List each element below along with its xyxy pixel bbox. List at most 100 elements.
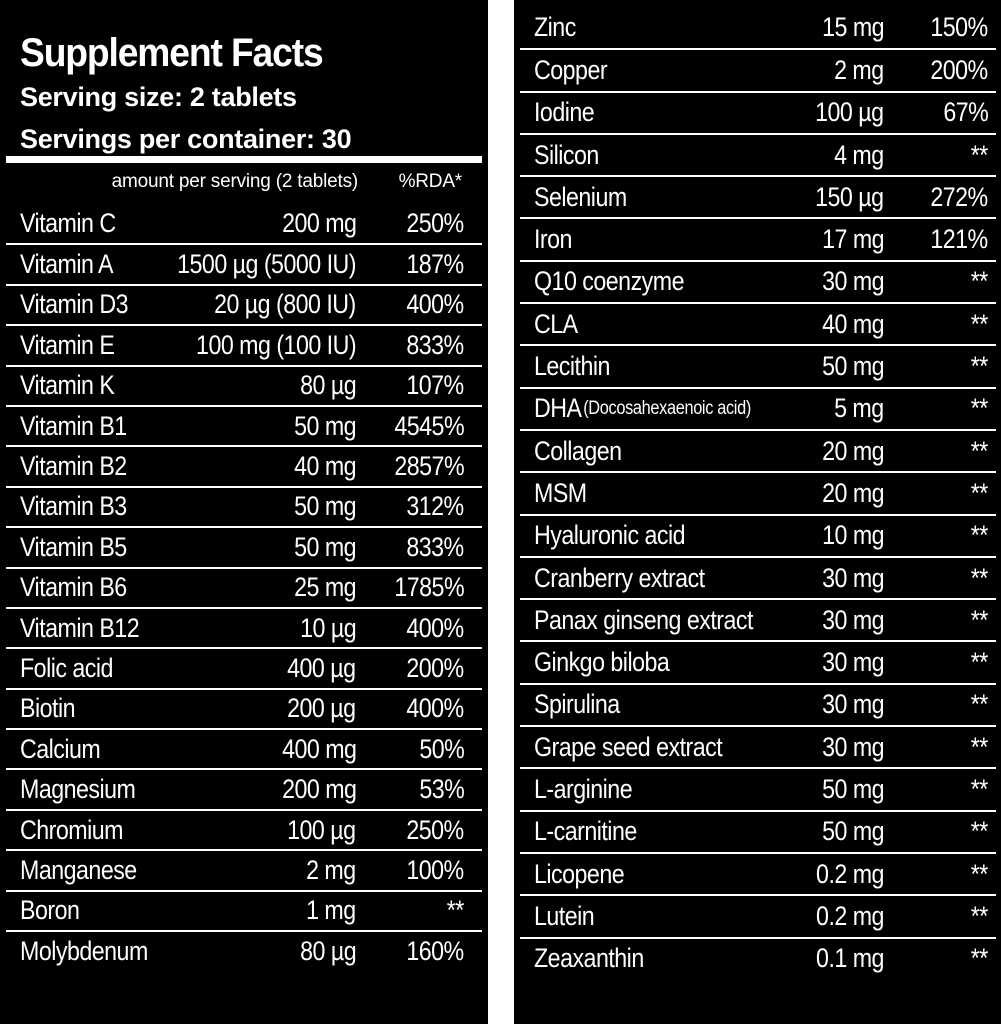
right-nutrient-table: Zinc 15 mg 150% Copper 2 mg 200% Iodine 100 µg 6… [520,6,996,979]
table-row: Lecithin 50 mg ** [520,344,996,386]
nutrient-amount: 200 mg [281,774,357,805]
nutrient-amount: 80 µg [300,370,357,401]
nutrient-rda: 4545% [394,410,464,441]
table-row: L-arginine 50 mg ** [520,767,996,809]
column-header-rda: %RDA* [398,171,463,192]
nutrient-name-text: Selenium [534,181,627,212]
nutrient-name-text: Vitamin B5 [20,531,127,562]
nutrient-rda: ** [446,895,465,926]
nutrient-rda: ** [970,520,989,551]
table-row: Boron 1 mg ** [6,889,482,930]
table-row: Zinc 15 mg 150% [520,6,996,48]
table-row: Magnesium 200 mg 53% [6,768,482,808]
nutrient-rda: 121% [930,224,989,255]
table-row: Chromium 100 µg 250% [6,808,482,849]
nutrient-rda: 833% [406,329,465,360]
nutrient-name: Vitamin D3 [20,286,128,324]
nutrient-name-text: Lutein [534,900,595,931]
nutrient-amount: 25 mg [294,572,356,603]
table-row: Vitamin D3 20 µg (800 IU) 400% [6,283,482,324]
nutrient-amount: 30 mg [822,689,884,720]
nutrient-name-text: Boron [20,895,80,926]
column-header-amount: amount per serving (2 tablets) [111,171,359,192]
table-row: Lutein 0.2 mg ** [520,894,996,936]
nutrient-name-text: MSM [534,477,587,508]
nutrient-amount: 30 mg [822,562,884,593]
nutrient-amount: 200 mg [281,207,357,238]
nutrient-rda: 150% [930,11,989,42]
table-row: Vitamin K 80 µg 107% [6,364,482,405]
nutrient-rda: 160% [406,935,465,966]
nutrient-amount: 1500 µg (5000 IU) [177,249,356,280]
nutrient-amount: 30 mg [822,731,884,762]
nutrient-name-text: Copper [534,54,608,85]
nutrient-amount: 1 mg [306,895,356,926]
nutrient-amount: 15 mg [822,11,884,42]
nutrient-rda: 107% [406,370,465,401]
nutrient-rda: 200% [930,54,989,85]
nutrient-name: Magnesium [20,770,136,808]
nutrient-rda: 250% [406,207,465,238]
nutrient-rda: 53% [419,774,464,805]
table-row: Zeaxanthin 0.1 mg ** [520,936,996,979]
nutrient-name: Grape seed extract [534,727,723,767]
nutrient-name-text: Collagen [534,435,622,466]
nutrient-name: Spirulina [534,685,620,725]
nutrient-rda: 100% [406,854,465,885]
nutrient-rda: ** [970,943,989,974]
table-row: L-carnitine 50 mg ** [520,809,996,852]
nutrient-amount: 0.2 mg [816,858,884,889]
servings-per-container: Servings per container: 30 [20,124,352,154]
nutrient-name-text: Ginkgo biloba [534,647,670,678]
nutrient-name-text: Cranberry extract [534,562,705,593]
nutrient-name-text: Vitamin B6 [20,572,127,603]
nutrient-name: Vitamin K [20,367,115,405]
nutrient-amount: 0.1 mg [816,943,884,974]
nutrient-amount: 30 mg [822,647,884,678]
nutrient-rda: ** [970,351,989,382]
nutrient-amount: 50 mg [294,410,356,441]
nutrient-rda: ** [970,562,989,593]
nutrient-rda: ** [970,477,989,508]
nutrient-name: L-arginine [534,769,633,809]
table-row: Vitamin B6 25 mg 1785% [6,566,482,607]
nutrient-amount: 200 µg [287,693,357,724]
table-row: MSM 20 mg ** [520,471,996,513]
table-row: Silicon 4 mg ** [520,132,996,175]
nutrient-name-text: Iodine [534,97,595,128]
table-row: Collagen 20 mg ** [520,428,996,471]
nutrient-name: Vitamin B5 [20,528,127,566]
nutrient-name-text: Q10 coenzyme [534,266,685,297]
nutrient-amount: 2 mg [834,54,884,85]
nutrient-amount: 2 mg [306,854,356,885]
table-row: DHA (Docosahexaenoic acid) 5 mg ** [520,386,996,429]
table-row: Vitamin E 100 mg (100 IU) 833% [6,324,482,364]
serving-size: Serving size: 2 tablets [20,82,297,112]
nutrient-amount: 20 µg (800 IU) [214,289,356,320]
nutrient-name-text: Silicon [534,139,599,170]
column-header-row: amount per serving (2 tablets) %RDA* [6,163,482,201]
nutrient-name-text: Vitamin B2 [20,451,127,482]
table-row: Hyaluronic acid 10 mg ** [520,513,996,556]
nutrient-name-text: Manganese [20,854,137,885]
table-row: Panax ginseng extract 30 mg ** [520,598,996,640]
nutrient-name-text: Vitamin K [20,370,115,401]
nutrient-name: Vitamin B1 [20,407,127,445]
nutrient-name: Silicon [534,135,599,175]
nutrient-name: Vitamin B3 [20,488,127,526]
table-row: Q10 coenzyme 30 mg ** [520,259,996,302]
table-row: Grape seed extract 30 mg ** [520,725,996,767]
nutrient-amount: 150 µg [815,181,885,212]
table-row: Vitamin B5 50 mg 833% [6,526,482,566]
nutrient-name-text: Grape seed extract [534,731,723,762]
table-row: Vitamin B12 10 µg 400% [6,606,482,647]
nutrient-name: Collagen [534,431,622,471]
nutrient-name: Chromium [20,811,123,849]
nutrient-name-text: Vitamin D3 [20,289,128,320]
nutrient-name: Iodine [534,93,595,133]
nutrient-amount: 10 mg [822,520,884,551]
nutrient-rda: ** [970,689,989,720]
nutrient-name-text: Biotin [20,693,76,724]
nutrient-amount: 400 mg [281,733,357,764]
nutrient-rda: 187% [406,249,465,280]
